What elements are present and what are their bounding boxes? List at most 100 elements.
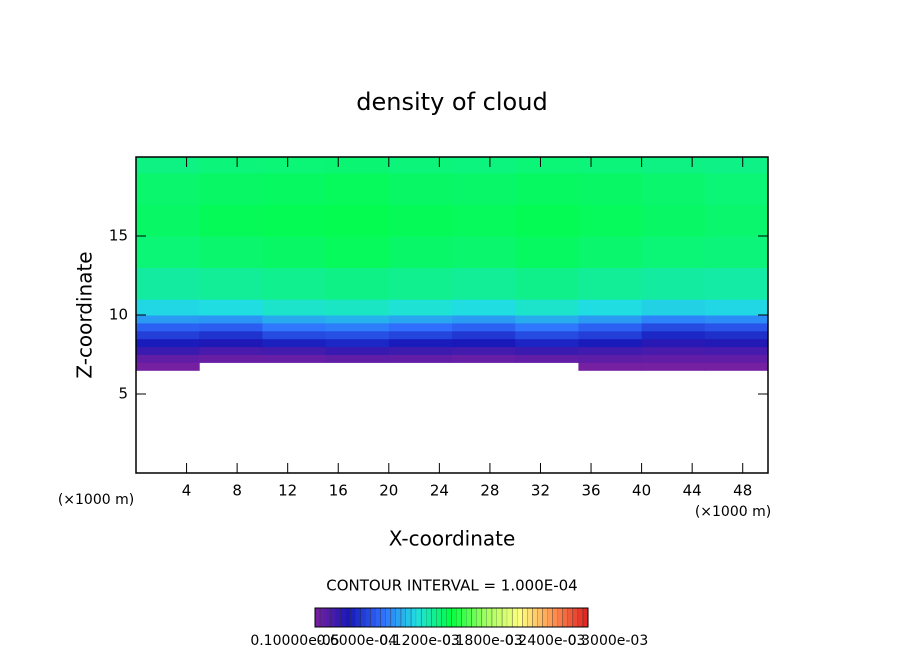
colorbar-stripe xyxy=(436,608,442,627)
heatmap-cell xyxy=(515,204,579,237)
heatmap-cell xyxy=(515,338,579,348)
colorbar-stripe xyxy=(395,608,401,627)
heatmap-cell xyxy=(325,267,390,300)
heatmap-cell xyxy=(388,346,453,355)
heatmap-cell xyxy=(388,157,453,174)
heatmap-cell xyxy=(578,362,643,371)
colorbar-stripe xyxy=(400,607,407,628)
x-tick-label: 36 xyxy=(581,482,600,500)
heatmap-cell xyxy=(136,346,200,355)
x-tick-label: 48 xyxy=(733,482,752,500)
heatmap-cell xyxy=(262,354,327,363)
heatmap-cell xyxy=(641,172,706,205)
heatmap-cell xyxy=(136,236,200,269)
heatmap-cell xyxy=(262,346,327,355)
heatmap-cell xyxy=(199,172,263,205)
colorbar-stripe xyxy=(507,608,513,627)
colorbar-stripe xyxy=(360,607,366,628)
heatmap-cell xyxy=(704,362,769,371)
x-tick-label: 32 xyxy=(531,482,550,500)
heatmap-cell xyxy=(515,157,579,174)
heatmap-cell xyxy=(136,204,200,237)
heatmap-cell xyxy=(262,204,327,237)
colorbar-stripe xyxy=(370,607,376,628)
heatmap-cell xyxy=(704,346,769,355)
heatmap-cell xyxy=(136,362,200,371)
heatmap-cell xyxy=(641,157,706,174)
colorbar-stripe xyxy=(476,608,482,627)
heatmap-cell xyxy=(452,315,516,324)
heatmap-cell xyxy=(262,315,327,324)
heatmap-cell xyxy=(325,330,390,340)
colorbar-stripe xyxy=(537,608,543,627)
heatmap-cell xyxy=(262,267,327,300)
colorbar-label: 0.6000e-04 xyxy=(317,633,398,649)
heatmap-cell xyxy=(704,330,769,340)
colorbar-stripe xyxy=(491,607,498,628)
colorbar-stripe xyxy=(406,608,412,627)
heatmap-cell xyxy=(325,322,390,332)
heatmap-cell xyxy=(641,354,706,363)
colorbar-stripe xyxy=(471,607,477,628)
colorbar-stripe xyxy=(547,608,553,627)
heatmap-cell xyxy=(388,322,453,332)
colorbar-stripe xyxy=(345,608,351,627)
heatmap-cell xyxy=(578,354,643,363)
heatmap-cell xyxy=(388,338,453,348)
heatmap-cell xyxy=(388,236,453,269)
colorbar-stripe xyxy=(517,608,523,627)
colorbar-stripe xyxy=(416,608,422,627)
y-axis-label: Z-coordinate xyxy=(73,251,97,378)
heatmap-cell xyxy=(578,338,643,348)
colorbar-stripe xyxy=(511,607,518,628)
heatmap-cell xyxy=(515,299,579,316)
colorbar-stripe xyxy=(522,607,528,628)
x-axis-label: X-coordinate xyxy=(389,527,516,551)
heatmap-cell xyxy=(452,354,516,363)
colorbar-stripe xyxy=(315,608,321,627)
heatmap-cell xyxy=(325,172,390,205)
colorbar-stripe xyxy=(572,607,579,628)
colorbar-stripe xyxy=(385,608,391,627)
heatmap-cell xyxy=(388,267,453,300)
colorbar-stripe xyxy=(486,608,492,627)
heatmap-cell xyxy=(452,299,516,316)
heatmap-cell xyxy=(262,299,327,316)
heatmap-cell xyxy=(325,346,390,355)
heatmap-cell xyxy=(515,330,579,340)
heatmap-cell xyxy=(388,354,453,363)
heatmap-cell xyxy=(704,315,769,324)
x-tick-label: 24 xyxy=(430,482,449,500)
heatmap-cell xyxy=(704,267,769,300)
colorbar-stripe xyxy=(481,607,488,628)
colorbar-stripe xyxy=(567,608,573,627)
heatmap-cell xyxy=(578,299,643,316)
colorbar-stripe xyxy=(390,607,397,628)
colorbar-stripe xyxy=(542,607,548,628)
heatmap-cell xyxy=(578,236,643,269)
colorbar-label: 0.1800e-03 xyxy=(442,633,522,649)
heatmap-cell xyxy=(641,338,706,348)
colorbar-stripe xyxy=(325,608,331,627)
heatmap-cell xyxy=(136,299,200,316)
heatmap-cell xyxy=(704,172,769,205)
colorbar-stripe xyxy=(466,608,472,627)
heatmap-cell xyxy=(578,267,643,300)
colorbar-stripe xyxy=(375,608,381,627)
colorbar-stripe xyxy=(365,608,371,627)
heatmap-cell xyxy=(325,157,390,174)
heatmap-cell xyxy=(262,157,327,174)
colorbar-stripe xyxy=(410,607,417,628)
colorbar-stripe xyxy=(527,608,533,627)
heatmap-cell xyxy=(704,299,769,316)
heatmap-cell xyxy=(641,299,706,316)
heatmap-cell xyxy=(199,236,263,269)
heatmap-cell xyxy=(452,267,516,300)
x-tick-label: 20 xyxy=(379,482,398,500)
y-tick-label: 10 xyxy=(109,306,128,324)
heatmap-cell xyxy=(578,330,643,340)
colorbar-stripe xyxy=(340,607,346,628)
x-unit-right: (×1000 m) xyxy=(695,504,771,520)
heatmap-cell xyxy=(641,322,706,332)
